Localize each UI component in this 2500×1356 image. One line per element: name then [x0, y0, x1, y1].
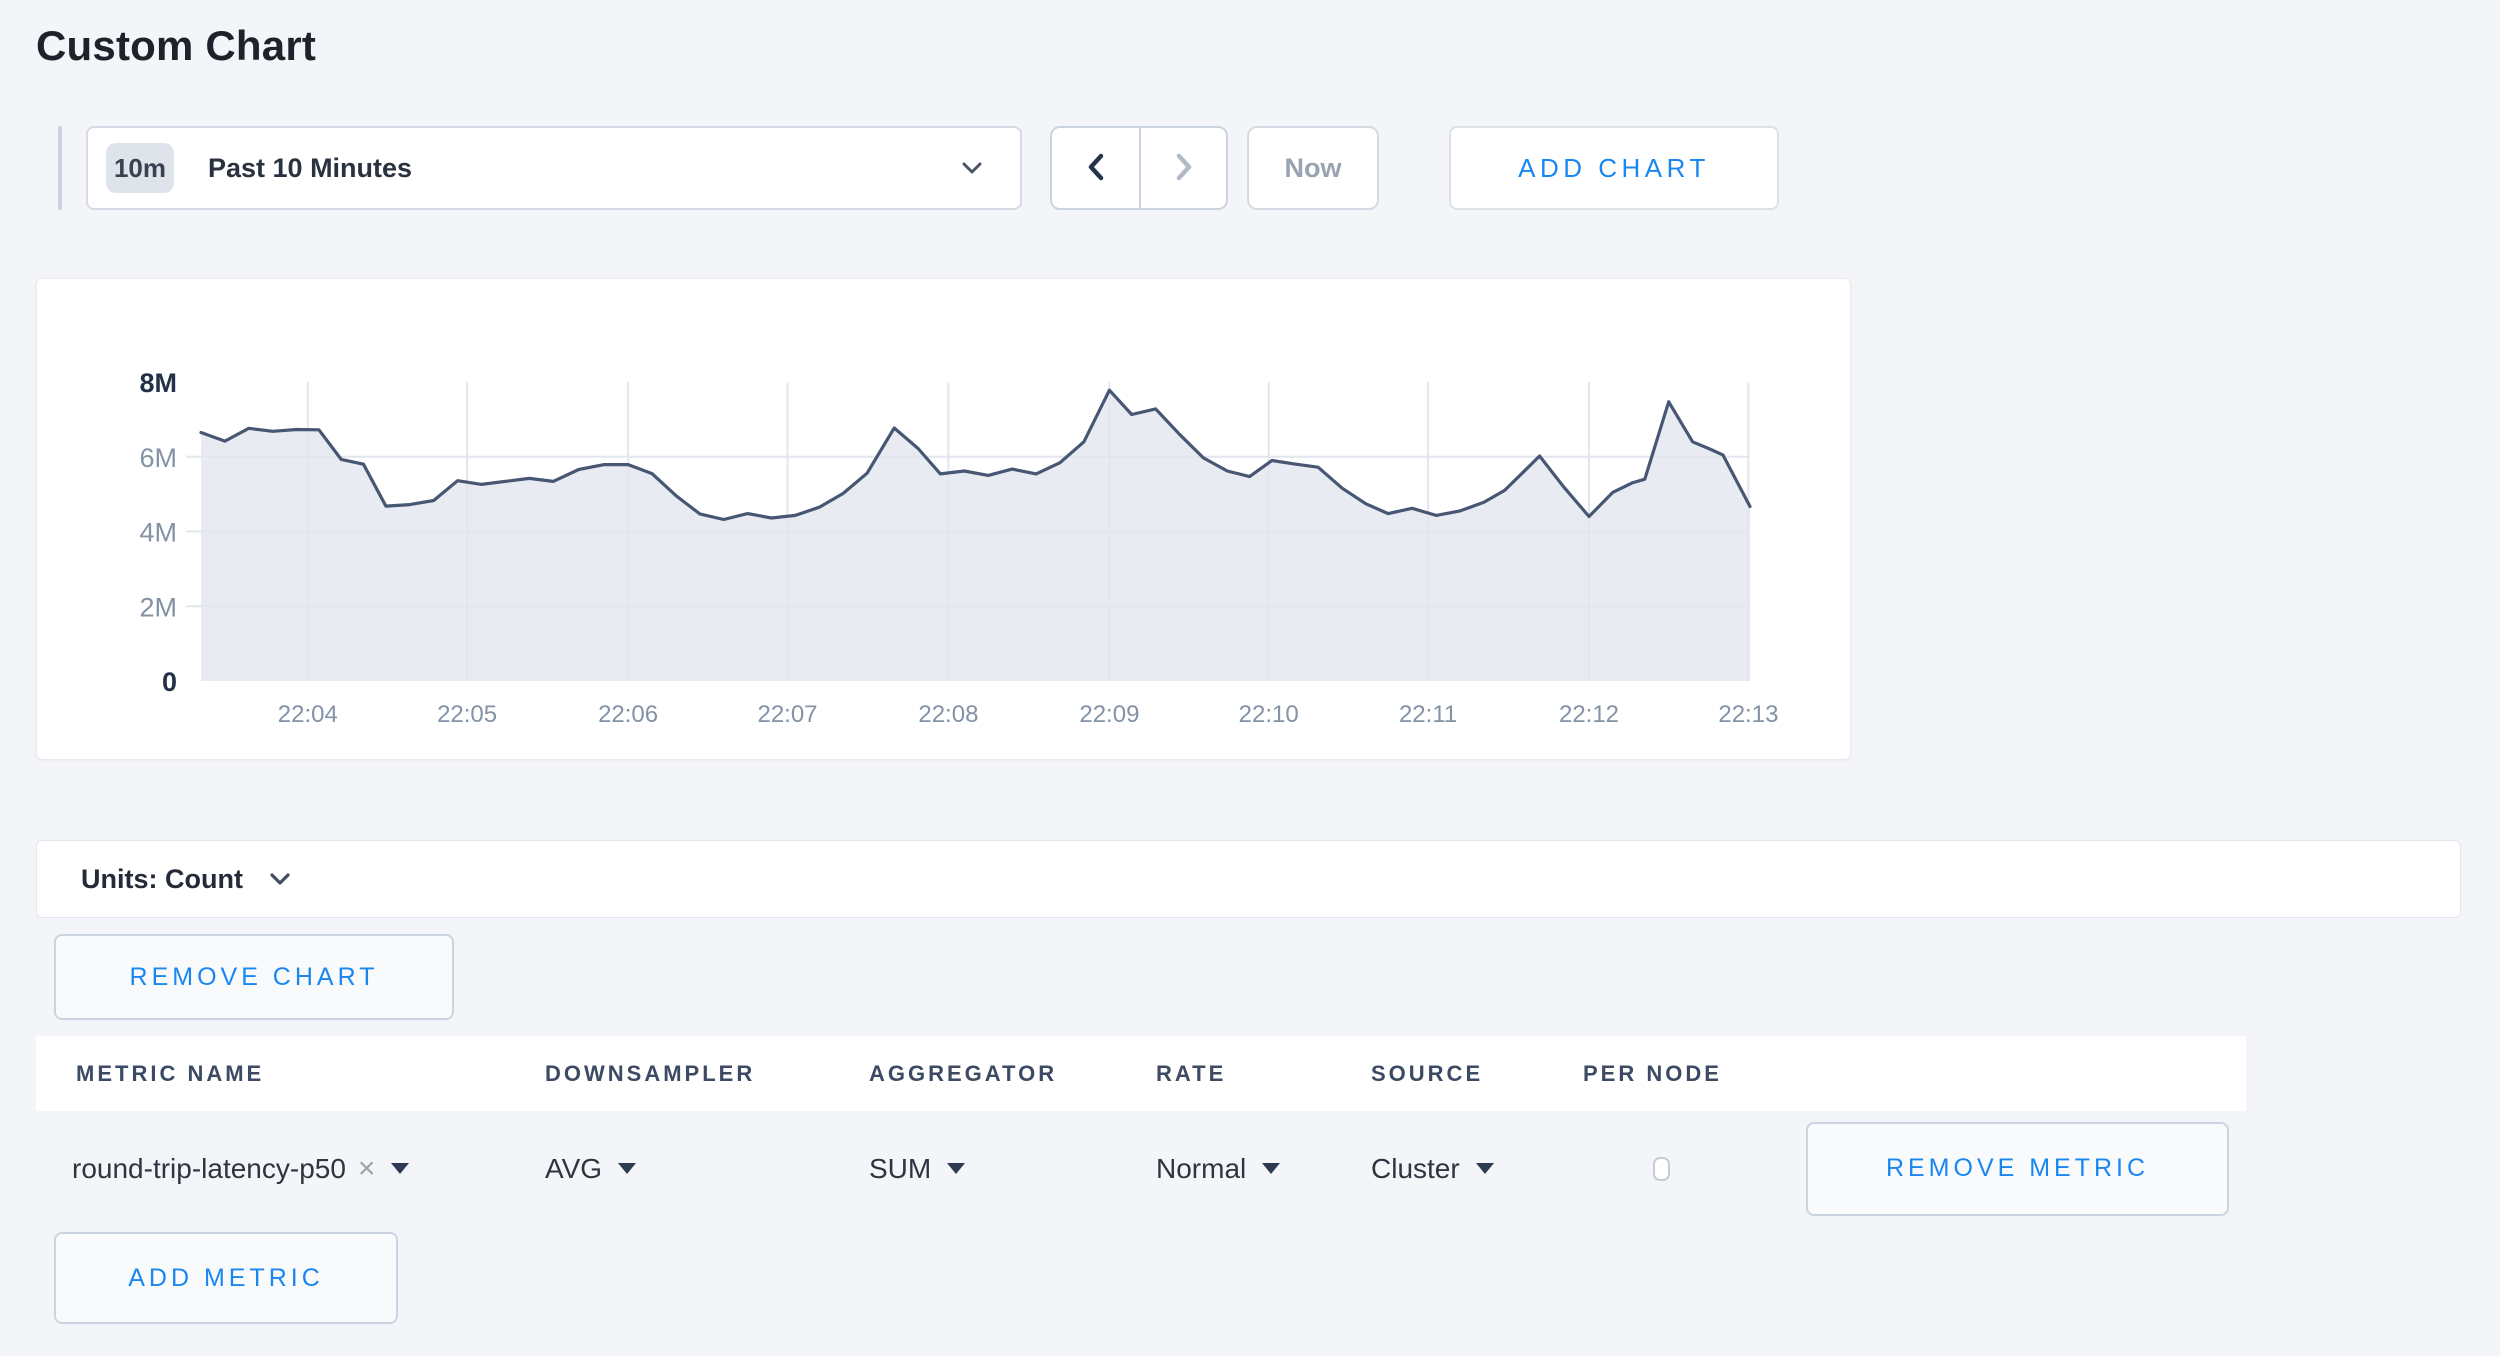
units-dropdown[interactable]: Units: Count [36, 840, 2461, 918]
metric-name-value: round-trip-latency-p50 [72, 1152, 346, 1184]
chart-canvas: 22:04 22:05 22:06 22:07 22:08 22:09 22:10 22:11… [139, 368, 1778, 728]
add-chart-button[interactable]: ADD CHART [1449, 126, 1779, 210]
svg-text:8M: 8M [139, 368, 177, 398]
svg-text:4M: 4M [139, 518, 177, 548]
chart-card: 22:04 22:05 22:06 22:07 22:08 22:09 22:10 22:11… [36, 278, 1851, 760]
caret-down-icon [947, 1163, 966, 1174]
page-title: Custom Chart [36, 22, 317, 69]
svg-text:0: 0 [162, 667, 177, 697]
time-range-select[interactable]: 10m Past 10 Minutes [86, 126, 1022, 210]
time-range-label: Past 10 Minutes [208, 152, 413, 183]
rate-select[interactable]: Normal [1156, 1152, 1281, 1185]
svg-text:22:11: 22:11 [1399, 701, 1457, 728]
chevron-down-icon [269, 872, 291, 886]
caret-down-icon [1475, 1163, 1494, 1174]
svg-text:22:07: 22:07 [757, 701, 817, 728]
metrics-table-header: METRIC NAME DOWNSAMPLER AGGREGATOR RATE … [36, 1036, 2246, 1111]
column-header-downsampler: DOWNSAMPLER [545, 1060, 756, 1086]
remove-metric-button[interactable]: REMOVE METRIC [1806, 1121, 2229, 1216]
custom-chart-page: Custom Chart 10m Past 10 Minutes Now [36, 22, 2500, 1324]
svg-text:22:10: 22:10 [1239, 701, 1299, 728]
now-button[interactable]: Now [1247, 126, 1379, 210]
svg-text:22:13: 22:13 [1718, 701, 1778, 728]
svg-text:6M: 6M [139, 443, 177, 473]
chevron-down-icon [960, 160, 984, 176]
svg-text:22:04: 22:04 [278, 701, 338, 728]
column-header-metric-name: METRIC NAME [76, 1060, 265, 1086]
units-label: Units: Count [81, 863, 243, 894]
source-value: Cluster [1371, 1152, 1460, 1184]
column-header-aggregator: AGGREGATOR [869, 1060, 1058, 1086]
svg-text:22:05: 22:05 [437, 701, 497, 728]
time-range-badge: 10m [106, 143, 174, 193]
toolbar: 10m Past 10 Minutes Now ADD CHART [36, 126, 2500, 210]
rate-value: Normal [1156, 1152, 1247, 1184]
source-select[interactable]: Cluster [1371, 1153, 1494, 1185]
column-header-per-node: PER NODE [1583, 1060, 1722, 1086]
time-step-group [1050, 126, 1228, 210]
caret-down-icon [1262, 1163, 1281, 1174]
svg-text:22:06: 22:06 [598, 701, 658, 728]
prev-time-button[interactable] [1052, 128, 1139, 208]
remove-chart-button[interactable]: REMOVE CHART [54, 934, 454, 1020]
metric-row: round-trip-latency-p50 × AVG SUM [36, 1111, 2246, 1226]
close-icon[interactable]: × [357, 1151, 376, 1185]
svg-text:22:08: 22:08 [918, 701, 978, 728]
chevron-left-icon [1082, 150, 1110, 187]
caret-down-icon [391, 1163, 410, 1174]
add-metric-button[interactable]: ADD METRIC [54, 1232, 398, 1324]
svg-text:22:09: 22:09 [1079, 701, 1139, 728]
toolbar-accent-divider [58, 126, 62, 210]
caret-down-icon [618, 1163, 637, 1174]
aggregator-value: SUM [869, 1152, 932, 1184]
column-header-source: SOURCE [1371, 1060, 1484, 1086]
metric-name-dropdown[interactable]: round-trip-latency-p50 × [72, 1151, 410, 1185]
aggregator-select[interactable]: SUM [869, 1152, 966, 1185]
column-header-rate: RATE [1156, 1060, 1227, 1086]
chevron-right-icon [1170, 150, 1198, 187]
metrics-table: METRIC NAME DOWNSAMPLER AGGREGATOR RATE … [36, 1036, 2500, 1226]
per-node-checkbox[interactable] [1653, 1156, 1670, 1181]
downsampler-value: AVG [545, 1152, 603, 1184]
next-time-button[interactable] [1139, 128, 1226, 208]
downsampler-select[interactable]: AVG [545, 1152, 637, 1185]
svg-text:2M: 2M [139, 592, 177, 622]
svg-text:22:12: 22:12 [1559, 701, 1619, 728]
